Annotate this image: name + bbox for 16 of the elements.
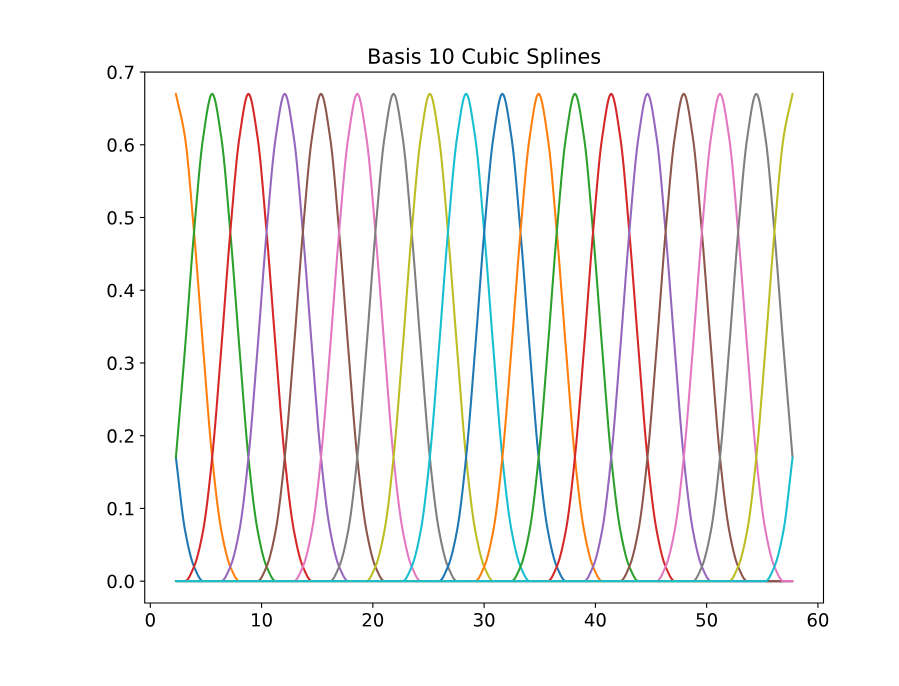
y-tick-label: 0.2	[107, 429, 134, 443]
y-tick-label: 0.1	[107, 502, 134, 516]
x-tick-label: 60	[808, 613, 828, 627]
chart-title: Basis 10 Cubic Splines	[369, 48, 600, 68]
y-tick-label: 0.4	[107, 284, 134, 298]
x-tick-label: 0	[146, 613, 155, 627]
x-tick-label: 30	[474, 613, 494, 627]
y-tick-label: 0.5	[107, 210, 134, 225]
x-tick-label: 50	[696, 613, 717, 627]
y-tick-label: 0.6	[107, 138, 134, 152]
x-tick-label: 20	[362, 613, 384, 627]
y-tick-label: 0.7	[107, 65, 134, 80]
x-tick-label: 40	[584, 613, 606, 627]
y-tick-label: 0.0	[107, 574, 134, 588]
x-tick-label: 10	[252, 613, 272, 627]
y-tick-label: 0.3	[107, 356, 134, 370]
